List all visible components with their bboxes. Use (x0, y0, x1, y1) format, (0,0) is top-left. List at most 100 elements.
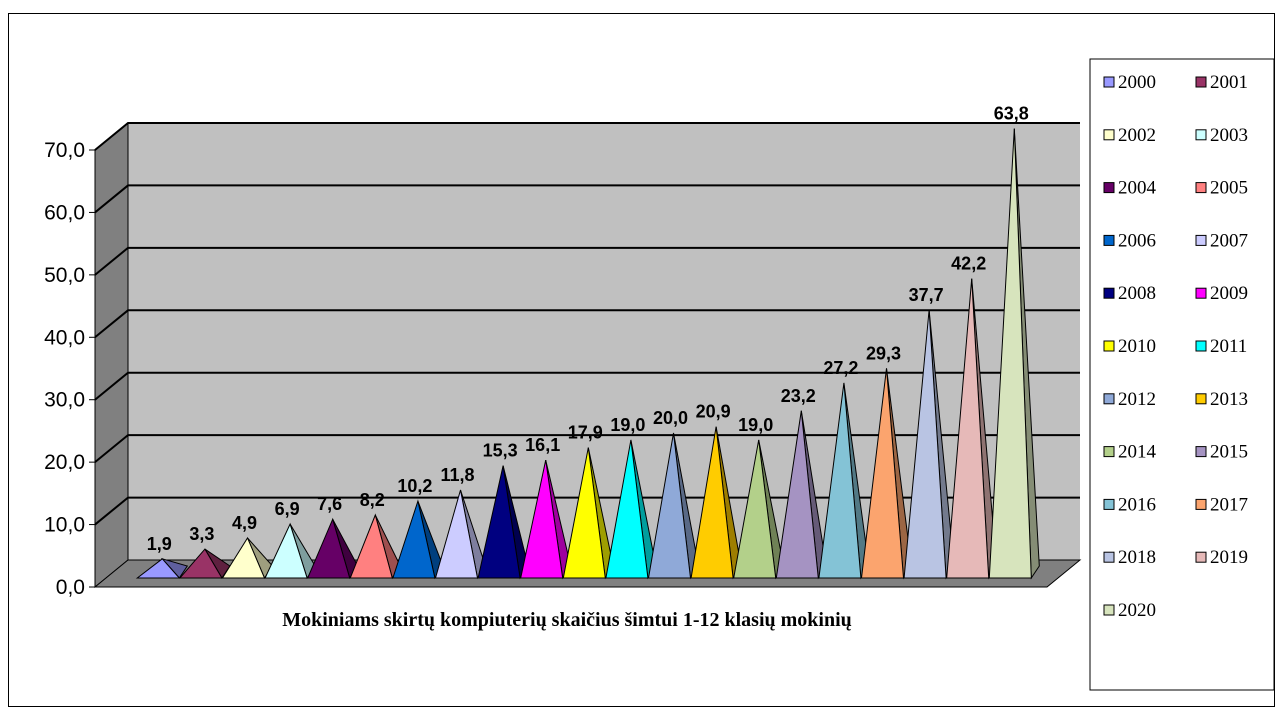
legend-label: 2006 (1118, 230, 1156, 251)
x-axis-title: Mokiniams skirtų kompiuterių skaičius ši… (282, 609, 852, 631)
legend-swatch (1103, 446, 1115, 458)
data-label: 27,2 (823, 358, 858, 378)
gridline (94, 246, 1080, 276)
bar-front-face (562, 447, 606, 579)
data-label: 6,9 (275, 499, 300, 519)
bar-front-face (690, 426, 734, 579)
legend-swatch (1195, 287, 1207, 299)
bar-front-face (477, 465, 521, 579)
legend-label: 2005 (1210, 178, 1248, 199)
legend-label: 2000 (1118, 72, 1156, 93)
data-label: 23,2 (781, 386, 816, 406)
bars (135, 128, 1040, 580)
data-label: 20,9 (696, 402, 731, 422)
legend-swatch (1195, 551, 1207, 563)
bar (392, 499, 444, 580)
legend-label: 2020 (1118, 600, 1156, 621)
bar-front-face (520, 460, 564, 579)
gridline (94, 309, 1080, 339)
bar-front-face (178, 548, 223, 579)
bar-front-face (221, 536, 266, 579)
bar-front-face (903, 309, 947, 579)
data-label: 29,3 (866, 343, 901, 363)
bar-front-face (946, 278, 990, 579)
data-labels: 1,9 3,3 4,9 6,9 7,6 8,2 10,2 11,8 15,3 16,1 17,9 19… (147, 104, 1029, 554)
bar-front-face (306, 517, 351, 579)
bar-front-face (434, 489, 479, 579)
y-tick-label: 40,0 (44, 326, 85, 349)
gridline (94, 434, 1080, 463)
data-label: 11,8 (440, 465, 474, 485)
legend-swatch (1195, 129, 1207, 141)
y-tick-label: 50,0 (44, 264, 85, 287)
gridline (94, 184, 1080, 214)
bar (988, 128, 1040, 580)
data-label: 20,0 (653, 408, 688, 428)
legend-label: 2008 (1118, 283, 1156, 304)
bar-front-face (264, 522, 308, 579)
data-label: 10,2 (397, 476, 432, 496)
legend-label: 2016 (1118, 494, 1156, 515)
bar (946, 278, 998, 580)
data-label: 4,9 (232, 513, 257, 533)
y-axis-ticks: 0,0 10,0 20,0 30,0 40,0 50,0 60,0 70,0 (44, 139, 96, 599)
data-label: 19,0 (738, 415, 773, 435)
bar-front-face (988, 128, 1032, 579)
bar (306, 517, 359, 580)
gridline (94, 122, 1080, 151)
legend-swatch (1103, 551, 1115, 563)
bar-front-face (818, 382, 862, 579)
bar (135, 557, 189, 579)
legend: 2000 2001 2002 2003 2004 2005 2006 2007 2008 2009… (1103, 72, 1248, 621)
bar (818, 382, 870, 580)
legend-swatch (1103, 287, 1115, 299)
y-tick-label: 20,0 (44, 451, 85, 474)
legend-swatch (1195, 76, 1207, 88)
plot-side-wall (94, 121, 129, 589)
data-label: 42,2 (951, 254, 986, 274)
legend-swatch (1195, 498, 1207, 510)
legend-swatch (1103, 182, 1115, 194)
bar (605, 439, 657, 580)
legend-swatch (1103, 76, 1115, 88)
legend-label: 2001 (1210, 72, 1248, 93)
legend-label: 2003 (1210, 125, 1248, 146)
bar (221, 536, 274, 580)
legend-label: 2007 (1210, 230, 1248, 251)
legend-swatch (1103, 340, 1115, 352)
legend-label: 2011 (1210, 336, 1247, 357)
gridline (94, 371, 1080, 401)
bar-front-face (349, 513, 393, 579)
bar-front-face (605, 439, 649, 579)
data-label: 19,0 (610, 415, 645, 435)
legend-label: 2014 (1118, 442, 1157, 463)
legend-swatch (1195, 182, 1207, 194)
bar-front-face (392, 499, 436, 579)
y-tick-label: 0,0 (56, 576, 85, 599)
bar-front-face (860, 368, 905, 579)
legend-label: 2017 (1210, 494, 1248, 515)
legend-label: 2018 (1118, 547, 1156, 568)
y-tick-label: 30,0 (44, 389, 85, 412)
data-label: 8,2 (360, 490, 385, 510)
data-label: 17,9 (568, 423, 603, 443)
legend-label: 2002 (1118, 125, 1156, 146)
bar-front-face (647, 432, 692, 579)
legend-swatch (1103, 129, 1115, 141)
legend-label: 2009 (1210, 283, 1248, 304)
data-label: 3,3 (189, 524, 214, 544)
data-label: 37,7 (909, 285, 944, 305)
data-label: 7,6 (317, 494, 342, 514)
y-tick-label: 10,0 (44, 514, 85, 537)
legend-swatch (1195, 393, 1207, 405)
bar (178, 548, 231, 579)
legend-label: 2004 (1118, 178, 1157, 199)
y-tick-label: 70,0 (44, 139, 85, 162)
legend-swatch (1103, 498, 1115, 510)
bar (562, 447, 614, 580)
gridlines (94, 122, 1080, 526)
bar-front-face (733, 439, 777, 579)
bar-front-face (135, 558, 181, 579)
data-label: 63,8 (994, 104, 1029, 124)
